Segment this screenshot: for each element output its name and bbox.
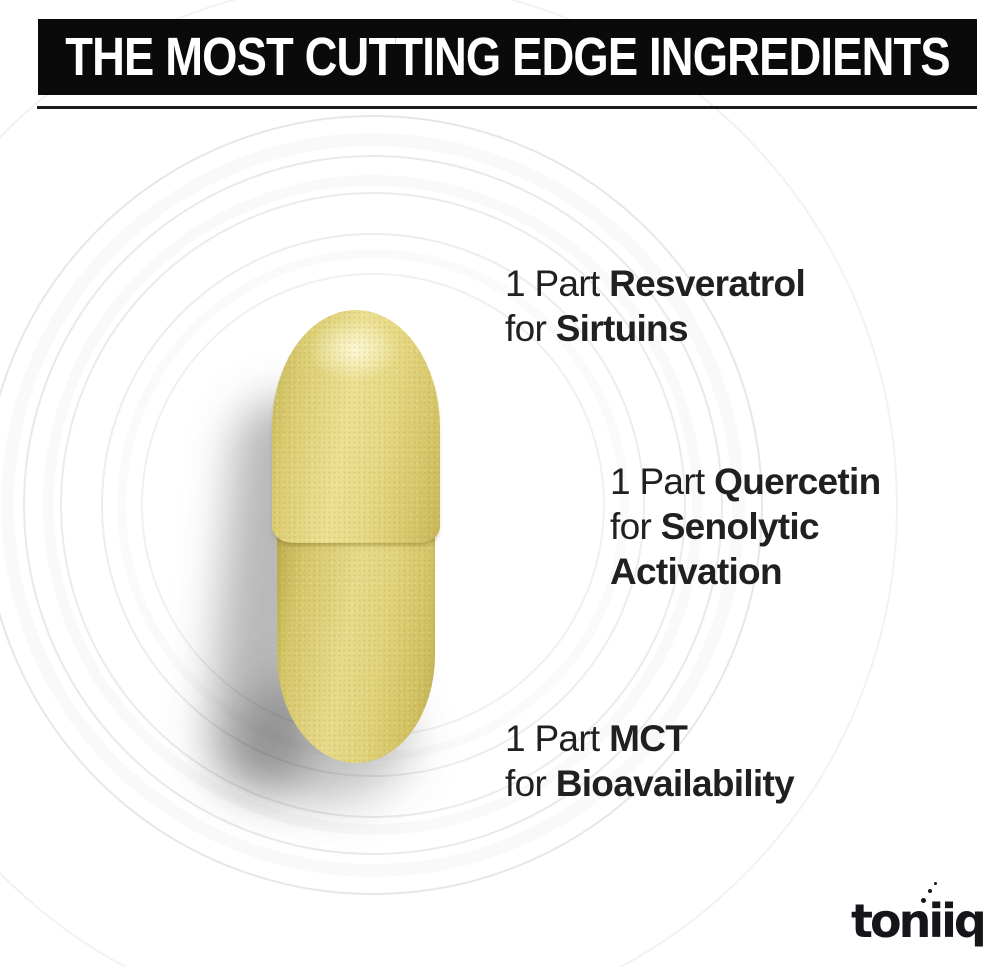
header-underline (37, 106, 977, 109)
header-banner: THE MOST CUTTING EDGE INGREDIENTS (38, 19, 977, 95)
logo-bubble (928, 889, 932, 893)
toniiq-logo: toniiq (851, 882, 991, 954)
ingredient-connector: for (610, 506, 652, 547)
capsule-texture (277, 528, 435, 763)
ingredient-line: for Bioavailability (505, 761, 795, 806)
background-ring (0, 115, 763, 895)
ingredient-benefit: Sirtuins (555, 308, 689, 349)
ingredient-connector: for (505, 308, 547, 349)
ingredient-prefix: 1 Part (505, 263, 600, 304)
ingredient-prefix: 1 Part (505, 718, 600, 759)
ingredient-benefit: Senolytic Activation (610, 506, 820, 592)
background-ring (0, 0, 898, 967)
ingredient-name: MCT (609, 718, 688, 759)
capsule-body (277, 528, 435, 763)
logo-bubble (921, 898, 926, 903)
ingredient-connector: for (505, 763, 547, 804)
ingredient-line: 1 Part MCT (505, 716, 794, 761)
capsule-cap (272, 310, 440, 543)
ingredient-item-mct: 1 Part MCT for Bioavailability (505, 716, 795, 806)
toniiq-logo-text: toniiq (851, 894, 987, 948)
ingredient-line: 1 Part Resveratrol (505, 261, 806, 306)
background-ring (101, 233, 645, 777)
logo-bubble (934, 882, 937, 885)
background-ring (23, 155, 723, 855)
page-title: THE MOST CUTTING EDGE INGREDIENTS (65, 27, 950, 87)
background-ring (60, 192, 686, 818)
ingredient-item-resveratrol: 1 Part Resveratrol for Sirtuins (505, 261, 806, 351)
ingredient-item-quercetin: 1 Part Quercetin for Senolytic Activatio… (610, 459, 935, 594)
ingredient-prefix: 1 Part (610, 461, 705, 502)
capsule-texture (272, 310, 440, 543)
ingredient-benefit: Bioavailability (555, 763, 795, 804)
ingredient-name: Resveratrol (609, 263, 806, 304)
ingredient-line: 1 Part Quercetin (610, 459, 935, 504)
ingredient-line: for Sirtuins (505, 306, 805, 351)
ingredient-name: Quercetin (714, 461, 881, 502)
ingredient-line: for Senolytic Activation (610, 504, 935, 594)
